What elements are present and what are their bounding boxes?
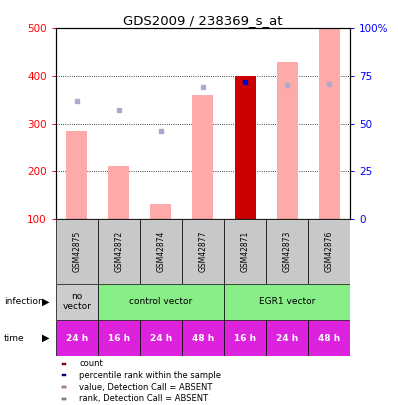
Text: GSM42877: GSM42877 <box>199 230 207 272</box>
Text: 24 h: 24 h <box>276 334 298 343</box>
Bar <box>62 398 66 400</box>
Text: count: count <box>79 359 103 368</box>
Bar <box>224 219 266 284</box>
Text: 16 h: 16 h <box>108 334 130 343</box>
Bar <box>108 166 129 219</box>
Text: percentile rank within the sample: percentile rank within the sample <box>79 371 221 380</box>
Bar <box>56 284 98 320</box>
Bar <box>224 320 266 356</box>
Bar <box>150 205 172 219</box>
Text: GSM42876: GSM42876 <box>325 230 334 272</box>
Title: GDS2009 / 238369_s_at: GDS2009 / 238369_s_at <box>123 14 283 27</box>
Text: EGR1 vector: EGR1 vector <box>259 297 315 306</box>
Bar <box>224 284 350 320</box>
Bar <box>140 219 182 284</box>
Bar <box>319 28 340 219</box>
Text: value, Detection Call = ABSENT: value, Detection Call = ABSENT <box>79 382 213 392</box>
Bar <box>98 219 140 284</box>
Bar <box>62 363 66 364</box>
Text: ▶: ▶ <box>42 333 49 343</box>
Bar <box>277 62 298 219</box>
Bar <box>308 219 350 284</box>
Text: GSM42873: GSM42873 <box>283 230 292 272</box>
Bar <box>266 219 308 284</box>
Bar <box>66 131 87 219</box>
Bar <box>98 320 140 356</box>
Bar <box>182 320 224 356</box>
Text: 24 h: 24 h <box>66 334 88 343</box>
Text: rank, Detection Call = ABSENT: rank, Detection Call = ABSENT <box>79 394 209 403</box>
Text: ▶: ▶ <box>42 297 49 307</box>
Text: infection: infection <box>4 297 44 306</box>
Text: GSM42872: GSM42872 <box>114 230 123 272</box>
Text: no
vector: no vector <box>62 292 91 311</box>
Bar <box>234 76 256 219</box>
Bar <box>56 320 98 356</box>
Text: GSM42871: GSM42871 <box>240 230 250 272</box>
Bar <box>308 320 350 356</box>
Bar <box>62 386 66 388</box>
Bar <box>182 219 224 284</box>
Bar <box>98 284 224 320</box>
Text: control vector: control vector <box>129 297 193 306</box>
Text: 16 h: 16 h <box>234 334 256 343</box>
Text: time: time <box>4 334 25 343</box>
Text: 24 h: 24 h <box>150 334 172 343</box>
Bar <box>140 320 182 356</box>
Bar <box>193 95 213 219</box>
Text: GSM42875: GSM42875 <box>72 230 81 272</box>
Bar <box>56 219 98 284</box>
Bar <box>266 320 308 356</box>
Text: GSM42874: GSM42874 <box>156 230 166 272</box>
Text: 48 h: 48 h <box>192 334 214 343</box>
Bar <box>62 375 66 376</box>
Text: 48 h: 48 h <box>318 334 340 343</box>
